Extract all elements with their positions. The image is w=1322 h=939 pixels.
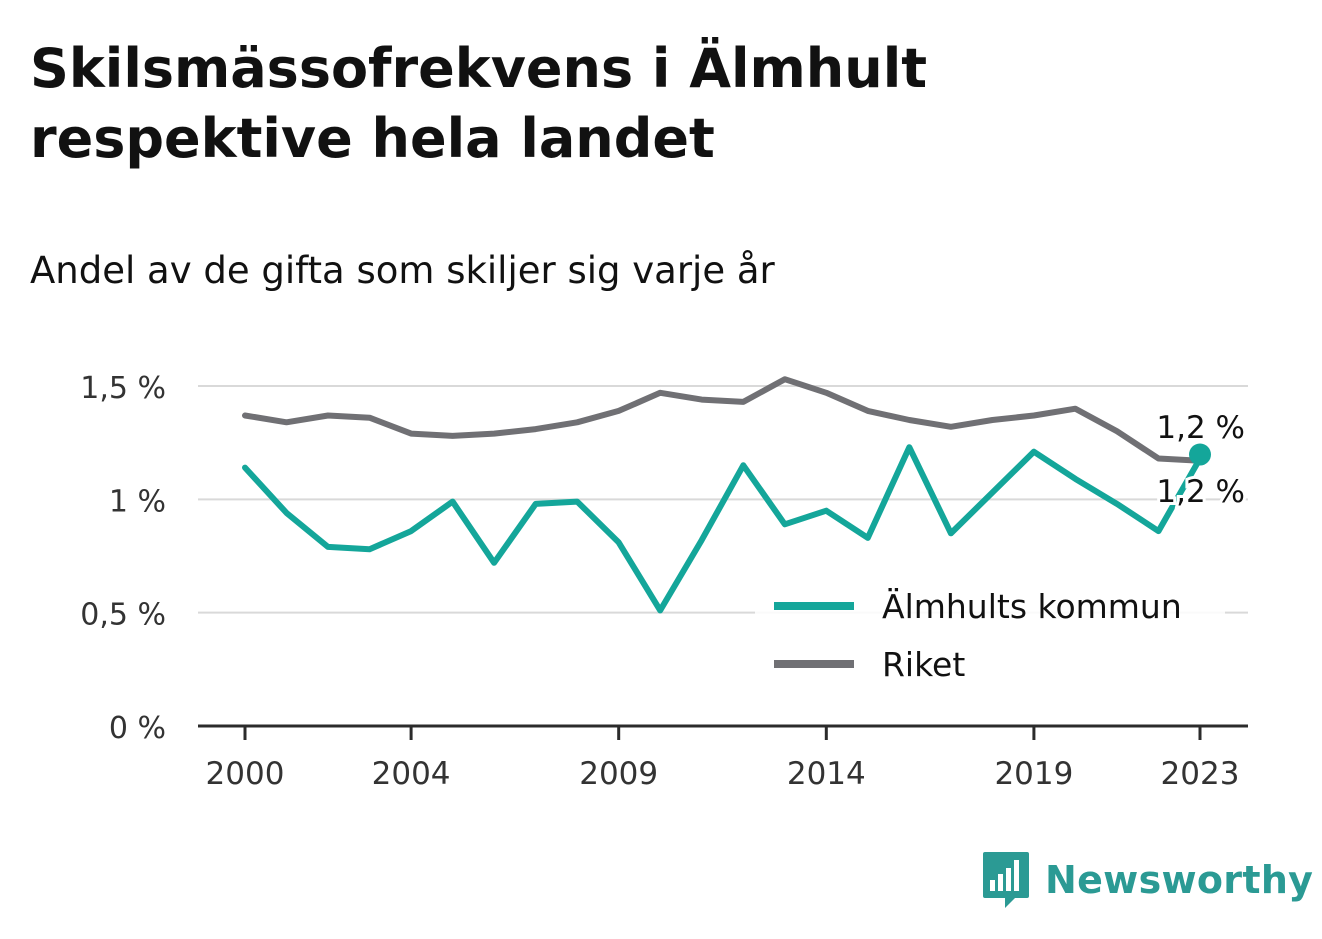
- x-tick-label: 2004: [372, 756, 451, 792]
- series-line-0: [242, 444, 1203, 614]
- bar-chart-icon: [983, 852, 1029, 908]
- chart-subtitle: Andel av de gifta som skiljer sig varje …: [30, 249, 775, 292]
- legend-label-1: Riket: [882, 645, 965, 684]
- brand-name: Newsworthy: [1045, 858, 1314, 902]
- x-tick-label: 2009: [579, 756, 658, 792]
- legend: Älmhults kommun Riket: [755, 572, 1225, 692]
- y-tick-label: 1 %: [109, 484, 166, 519]
- y-axis-ticks: 0 % 0,5 % 1 % 1,5 %: [80, 371, 166, 746]
- end-label-riket: 1,2 %: [1156, 410, 1245, 446]
- y-tick-label: 1,5 %: [80, 371, 166, 406]
- newsworthy-logo: Newsworthy: [981, 850, 1313, 910]
- x-tick-label: 2023: [1161, 756, 1240, 792]
- x-tick-label: 2014: [787, 756, 866, 792]
- end-label-almhult: 1,2 %: [1156, 474, 1245, 510]
- legend-background: [755, 572, 1225, 692]
- series-line-1: [242, 376, 1203, 464]
- y-tick-label: 0,5 %: [80, 598, 166, 633]
- x-tick-label: 2000: [206, 756, 285, 792]
- y-tick-label: 0 %: [109, 711, 166, 746]
- legend-label-0: Älmhults kommun: [882, 587, 1182, 626]
- series-lines: [242, 376, 1211, 614]
- end-labels: 1,2 % 1,2 %: [1153, 407, 1248, 513]
- chart-title: Skilsmässofrekvens i Älmhult respektive …: [30, 37, 928, 170]
- x-tick-label: 2019: [994, 756, 1073, 792]
- end-point-marker: [1189, 443, 1211, 466]
- x-axis-ticks: 2000 2004 2009 2014 2019 2023: [198, 724, 1248, 792]
